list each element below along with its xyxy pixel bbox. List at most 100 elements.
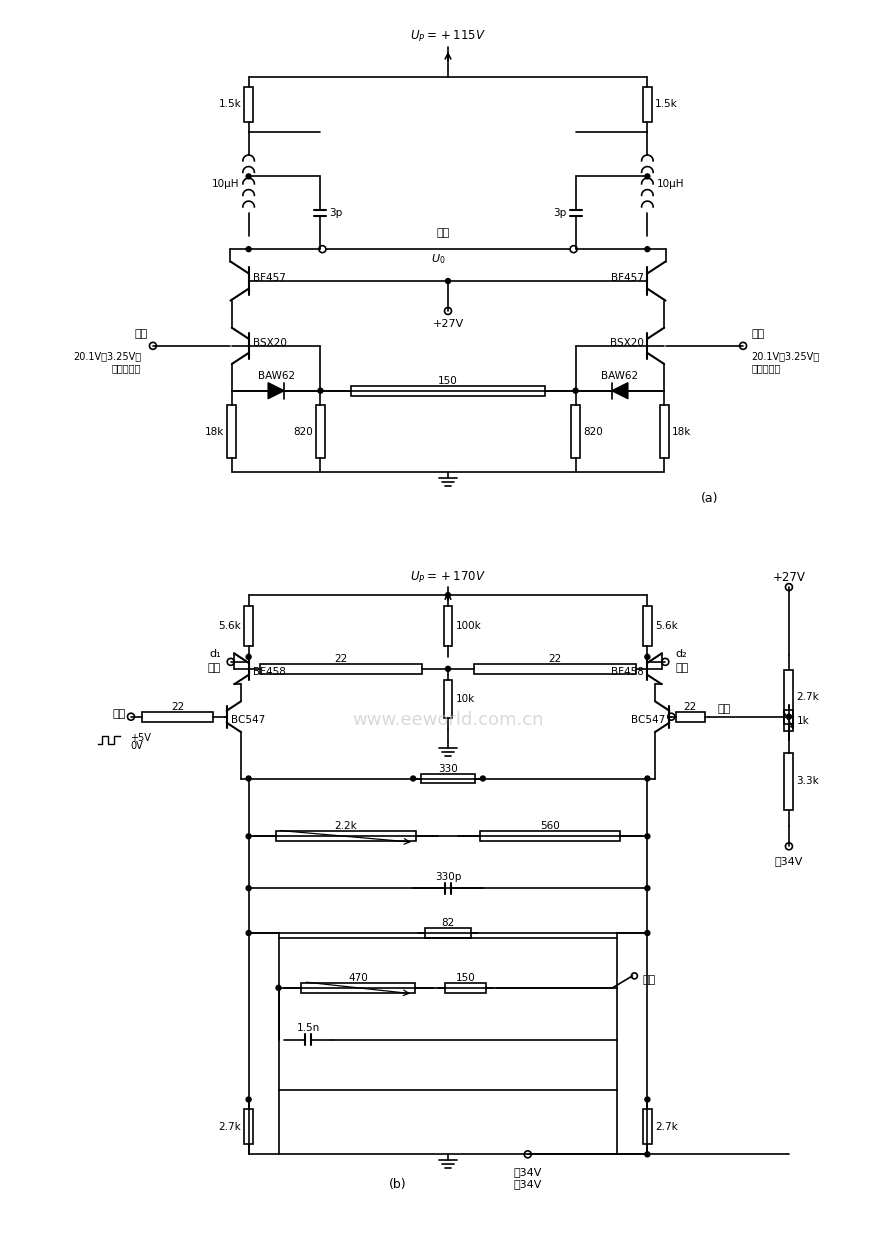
- Circle shape: [645, 654, 650, 659]
- Text: 18k: 18k: [672, 426, 691, 436]
- Text: 820: 820: [293, 426, 313, 436]
- Text: 150: 150: [455, 973, 475, 983]
- Text: －34V: －34V: [513, 1180, 542, 1189]
- Text: 22: 22: [334, 654, 348, 664]
- Text: $U_0$: $U_0$: [431, 253, 445, 266]
- Bar: [676, 711, 704, 721]
- Text: BF457: BF457: [610, 273, 643, 282]
- Text: 输入: 输入: [113, 709, 126, 719]
- Bar: [643, 87, 652, 121]
- Text: 5.6k: 5.6k: [219, 621, 241, 631]
- Circle shape: [246, 886, 251, 891]
- Text: 输出: 输出: [208, 663, 220, 673]
- Text: +27V: +27V: [433, 318, 463, 328]
- Text: BF457: BF457: [253, 273, 286, 282]
- Text: BSX20: BSX20: [253, 338, 287, 348]
- Bar: [244, 87, 253, 121]
- Bar: [301, 983, 415, 992]
- Text: 1.5k: 1.5k: [219, 99, 241, 109]
- Circle shape: [645, 834, 650, 839]
- Text: 330: 330: [438, 763, 458, 773]
- Circle shape: [645, 173, 650, 178]
- Text: 输出: 输出: [751, 328, 764, 339]
- Bar: [571, 405, 580, 457]
- Bar: [276, 831, 416, 841]
- Text: 82: 82: [442, 918, 454, 928]
- Text: 100k: 100k: [455, 621, 481, 631]
- Circle shape: [445, 279, 451, 284]
- Text: d₁: d₁: [209, 649, 220, 659]
- Polygon shape: [612, 383, 628, 399]
- Text: +27V: +27V: [772, 571, 806, 584]
- Text: www.eeworld.com.cn: www.eeworld.com.cn: [352, 711, 544, 729]
- Bar: [244, 606, 253, 646]
- Circle shape: [246, 834, 251, 839]
- Text: 22: 22: [548, 654, 562, 664]
- Bar: [785, 670, 794, 725]
- Bar: [444, 680, 452, 717]
- Text: 2.7k: 2.7k: [655, 1123, 677, 1132]
- Text: 扩展: 扩展: [642, 975, 656, 985]
- Text: 18k: 18k: [205, 426, 224, 436]
- Bar: [279, 938, 617, 1089]
- Bar: [260, 664, 422, 674]
- Bar: [421, 773, 475, 783]
- Text: （峰－峰）: （峰－峰）: [751, 363, 780, 373]
- Text: BSX20: BSX20: [609, 338, 643, 348]
- Circle shape: [645, 886, 650, 891]
- Text: BC547: BC547: [631, 715, 666, 725]
- Text: 输出: 输出: [436, 228, 450, 238]
- Bar: [785, 753, 794, 810]
- Text: 22: 22: [684, 701, 697, 711]
- Circle shape: [480, 776, 486, 781]
- Circle shape: [246, 654, 251, 659]
- Bar: [444, 983, 487, 992]
- Circle shape: [645, 776, 650, 781]
- Text: 20.1V－3.25V～: 20.1V－3.25V～: [73, 351, 141, 361]
- Text: $U_P=+170V$: $U_P=+170V$: [410, 570, 486, 585]
- Text: 150: 150: [438, 375, 458, 385]
- Text: 1k: 1k: [797, 716, 809, 726]
- Circle shape: [445, 592, 451, 597]
- Text: －34V: －34V: [513, 1167, 542, 1177]
- Text: 10μH: 10μH: [211, 178, 239, 188]
- Text: +5V: +5V: [130, 732, 151, 742]
- Text: 820: 820: [583, 426, 603, 436]
- Text: 10k: 10k: [455, 694, 475, 704]
- Text: 20.1V＋3.25V～: 20.1V＋3.25V～: [751, 351, 819, 361]
- Text: BF458: BF458: [610, 667, 643, 676]
- Text: 2.7k: 2.7k: [219, 1123, 241, 1132]
- Text: d₂: d₂: [676, 649, 687, 659]
- Text: 560: 560: [540, 821, 560, 831]
- Circle shape: [573, 388, 578, 393]
- Circle shape: [645, 1152, 650, 1157]
- Text: 2.7k: 2.7k: [797, 693, 819, 703]
- Bar: [244, 1109, 253, 1145]
- Text: BC547: BC547: [230, 715, 265, 725]
- Text: BAW62: BAW62: [257, 370, 295, 380]
- Text: BAW62: BAW62: [601, 370, 639, 380]
- Circle shape: [410, 776, 416, 781]
- Bar: [228, 405, 237, 457]
- Text: (a): (a): [701, 492, 718, 504]
- Text: 330p: 330p: [435, 872, 461, 882]
- Circle shape: [276, 985, 281, 990]
- Bar: [480, 831, 620, 841]
- Bar: [142, 711, 213, 721]
- Text: 22: 22: [171, 701, 185, 711]
- Text: －34V: －34V: [775, 856, 803, 866]
- Bar: [785, 710, 794, 731]
- Bar: [643, 1109, 652, 1145]
- Circle shape: [645, 247, 650, 252]
- Text: 470: 470: [349, 973, 368, 983]
- Text: 10μH: 10μH: [657, 178, 685, 188]
- Bar: [659, 405, 668, 457]
- Text: 3p: 3p: [330, 208, 342, 218]
- Text: 1.5n: 1.5n: [297, 1023, 320, 1033]
- Text: 0V: 0V: [130, 741, 142, 751]
- Bar: [474, 664, 636, 674]
- Polygon shape: [268, 383, 284, 399]
- Circle shape: [318, 388, 323, 393]
- Circle shape: [246, 776, 251, 781]
- Text: 输入: 输入: [134, 328, 148, 339]
